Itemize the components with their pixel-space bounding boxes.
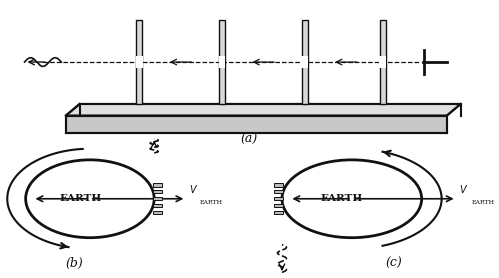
Bar [273, 204, 283, 207]
Bar [273, 190, 283, 193]
Bar [136, 56, 143, 68]
Bar [153, 190, 162, 193]
Text: EARTH: EARTH [59, 194, 102, 203]
Bar [301, 20, 307, 104]
Text: (b): (b) [65, 257, 83, 270]
Text: (c): (c) [386, 257, 403, 270]
Bar [379, 56, 386, 68]
Text: $V$: $V$ [189, 183, 198, 195]
Bar [273, 183, 283, 187]
Text: EARTH: EARTH [321, 194, 363, 203]
Bar [219, 56, 226, 68]
Bar [301, 56, 308, 68]
Text: (a): (a) [241, 133, 258, 146]
Polygon shape [66, 116, 447, 133]
Bar [153, 183, 162, 187]
Bar [273, 211, 283, 214]
Bar [153, 197, 162, 200]
Bar [273, 197, 283, 200]
Bar [153, 211, 162, 214]
Text: EARTH: EARTH [472, 200, 495, 205]
Polygon shape [66, 104, 461, 116]
Bar [153, 204, 162, 207]
Bar [136, 20, 142, 104]
Text: $V$: $V$ [459, 183, 469, 195]
Bar [380, 20, 386, 104]
Bar [219, 20, 225, 104]
Text: EARTH: EARTH [200, 200, 223, 205]
